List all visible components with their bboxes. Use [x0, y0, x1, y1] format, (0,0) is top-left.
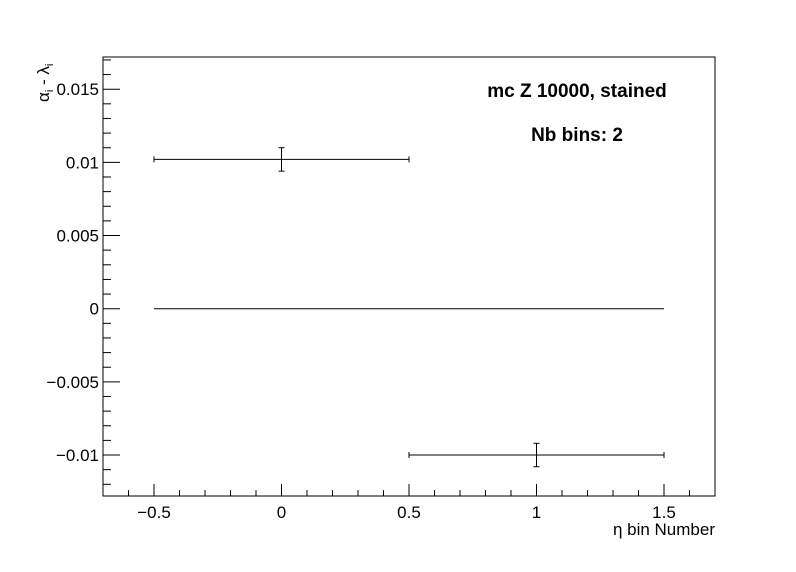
x-tick-label: 0.5	[397, 503, 421, 522]
y-tick-label: 0.01	[66, 153, 99, 172]
y-tick-label: 0.005	[56, 227, 99, 246]
x-tick-label: 1.5	[652, 503, 676, 522]
annotation-title: mc Z 10000, stained	[487, 81, 667, 102]
svg-text:αi - λi: αi - λi	[34, 64, 56, 102]
x-tick-label: 1	[532, 503, 541, 522]
x-tick-label: 0	[277, 503, 286, 522]
data-point	[153, 147, 410, 172]
data-point	[408, 442, 665, 468]
annotation-bins: Nb bins: 2	[531, 125, 623, 146]
y-axis-title-alpha: α	[34, 92, 53, 102]
y-tick-label: 0	[90, 300, 99, 319]
x-axis: −0.5 0 0.5 1 1.5	[128, 484, 716, 522]
y-axis-title-sub1: i	[44, 90, 56, 92]
x-axis-title: η bin Number	[613, 520, 715, 539]
y-tick-label: −0.01	[56, 446, 99, 465]
y-axis-title: αi - λi	[34, 64, 56, 102]
y-tick-label: 0.015	[56, 80, 99, 99]
y-axis-title-sub2: i	[44, 64, 56, 66]
plot-frame	[102, 56, 716, 497]
x-tick-label: −0.5	[137, 503, 171, 522]
y-axis: −0.01 −0.005 0 0.005 0.01 0.015	[47, 59, 120, 485]
y-tick-label: −0.005	[47, 373, 99, 392]
y-axis-title-lambda: - λ	[34, 66, 53, 90]
data-layer	[153, 147, 665, 468]
